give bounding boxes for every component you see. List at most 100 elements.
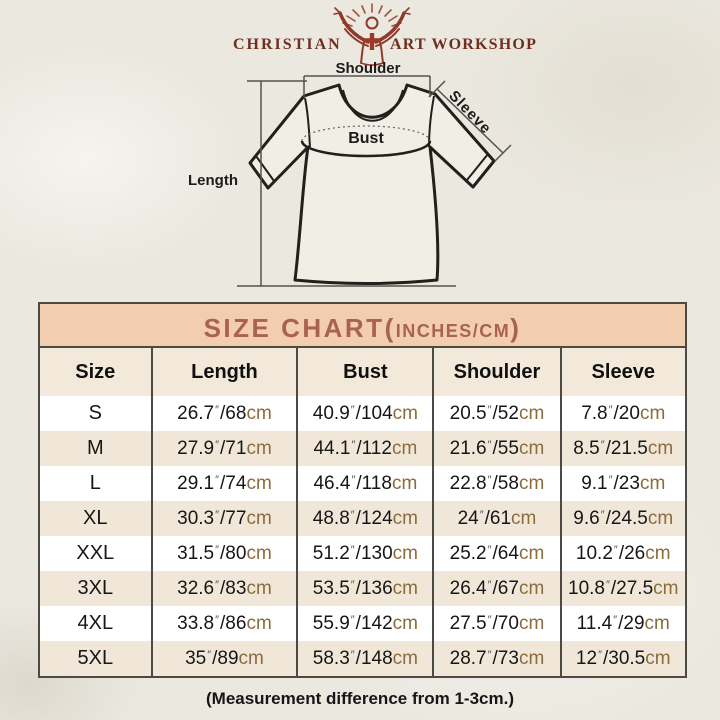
measurement-cell: 31.5″/80cm [150, 536, 298, 571]
measurement-cell: 32.6″/83cm [150, 571, 298, 606]
measurement-value: 9.1 [581, 472, 608, 494]
column-header-bust: Bust [296, 348, 434, 396]
measurement-value: /20 [613, 402, 640, 424]
measurement-value: 27.9 [177, 437, 215, 459]
size-chart: SIZE CHART( INCHES/CM ) Size Length Bust Sh… [38, 302, 687, 678]
size-cell: XXL [40, 536, 152, 571]
measurement-cell: 26.7″/68cm [150, 396, 298, 431]
measurement-value: /52 [492, 402, 519, 424]
measurement-value: /67 [492, 577, 519, 599]
measurement-value: /86 [220, 612, 247, 634]
measurement-value: /27.5 [610, 577, 654, 599]
measurement-value: 24 [457, 507, 479, 529]
measurement-cell: 12″/30.5cm [559, 641, 685, 676]
measurement-cell: 44.1″/112cm [296, 431, 434, 466]
inch-mark: ″ [215, 403, 220, 416]
inch-mark: ″ [215, 613, 220, 626]
cm-unit: cm [246, 577, 272, 599]
cm-unit: cm [511, 507, 537, 529]
measurement-value: 8.5 [573, 437, 600, 459]
cm-unit: cm [391, 437, 418, 459]
table-header-row: Size Length Bust Shoulder Sleeve [40, 348, 685, 396]
inch-mark: ″ [613, 613, 618, 626]
brand-logo-figure [333, 3, 411, 66]
measurement-value: /83 [220, 577, 247, 599]
bust-measure-label: Bust [348, 130, 384, 147]
measurement-value: /21.5 [605, 437, 648, 459]
table-row: L 29.1″/74cm 46.4″/118cm 22.8″/58cm 9.1″/23c… [40, 466, 685, 501]
measurement-value: 31.5 [177, 542, 215, 564]
table-row: XXL 31.5″/80cm 51.2″/130cm 25.2″/64cm 10.2″/… [40, 536, 685, 571]
measurement-value: /23 [613, 472, 640, 494]
inch-mark: ″ [215, 578, 220, 591]
cm-unit: cm [518, 542, 545, 564]
table-row: 4XL 33.8″/86cm 55.9″/142cm 27.5″/70cm 11.4″/… [40, 606, 685, 641]
measurement-value: 10.2 [575, 542, 613, 564]
measurement-value: 30.3 [177, 507, 215, 529]
inch-mark: ″ [487, 438, 492, 451]
measurement-value: 32.6 [177, 577, 215, 599]
cm-unit: cm [246, 472, 272, 494]
measurement-value: /24.5 [605, 507, 648, 529]
bust-ellipse-bottom [300, 140, 432, 158]
measurement-cell: 58.3″/148cm [296, 641, 434, 676]
cm-unit: cm [518, 472, 545, 494]
measurement-value: /71 [220, 437, 247, 459]
measurement-cell: 30.3″/77cm [150, 501, 298, 536]
measurement-value: 12 [575, 647, 598, 669]
collar-inner-line [342, 89, 404, 122]
size-chart-title-text: SIZE CHART( [203, 313, 396, 343]
cm-unit: cm [246, 507, 272, 529]
table-row: S 26.7″/68cm 40.9″/104cm 20.5″/52cm 7.8″/20c… [40, 396, 685, 431]
measurement-value: 22.8 [449, 472, 487, 494]
measurement-value: 9.6 [573, 507, 600, 529]
measurement-value: /148 [355, 647, 393, 669]
cm-unit: cm [518, 437, 545, 459]
measurement-value: 58.3 [312, 647, 350, 669]
size-cell: 4XL [40, 606, 152, 641]
inch-mark: ″ [351, 473, 356, 486]
inch-mark: ″ [350, 613, 355, 626]
measurement-value: 44.1 [313, 437, 351, 459]
inch-mark: ″ [600, 438, 605, 451]
cm-unit: cm [647, 437, 674, 459]
cm-unit: cm [639, 472, 666, 494]
measurement-cell: 29.1″/74cm [150, 466, 298, 501]
inch-mark: ″ [487, 403, 492, 416]
inch-mark: ″ [487, 578, 492, 591]
column-header-shoulder: Shoulder [432, 348, 561, 396]
size-chart-title: SIZE CHART( INCHES/CM ) [40, 304, 685, 348]
sleeve-measure-line [428, 80, 512, 162]
cm-unit: cm [392, 542, 418, 564]
cm-unit: cm [518, 402, 545, 424]
measurement-cell: 7.8″/20cm [559, 396, 685, 431]
measurement-cell: 35″/89cm [150, 641, 298, 676]
measurement-value: /26 [618, 542, 646, 564]
measurement-value: /80 [220, 542, 247, 564]
cm-unit: cm [647, 507, 674, 529]
tshirt-outline [248, 83, 496, 285]
inch-mark: ″ [487, 543, 492, 556]
measurement-cell: 40.9″/104cm [296, 396, 434, 431]
inch-mark: ″ [487, 473, 492, 486]
measurement-cell: 22.8″/58cm [432, 466, 561, 501]
measurement-value: 20.5 [449, 402, 487, 424]
table-row: M 27.9″/71cm 44.1″/112cm 21.6″/55cm 8.5″/21.… [40, 431, 685, 466]
measurement-cell: 10.8″/27.5cm [559, 571, 685, 606]
inch-mark: ″ [487, 648, 492, 661]
inch-mark: ″ [350, 648, 355, 661]
size-chart-title-close: ) [510, 313, 522, 343]
inch-mark: ″ [215, 438, 220, 451]
cm-unit: cm [246, 542, 272, 564]
inch-mark: ″ [351, 438, 356, 451]
size-table: Size Length Bust Shoulder Sleeve S 26.7″/68cm… [40, 348, 685, 676]
measurement-value: 26.4 [449, 577, 487, 599]
measurement-value: /70 [492, 612, 519, 634]
bust-ellipse-top [301, 125, 431, 142]
cuff-band-left [255, 155, 275, 182]
measurement-value: /104 [355, 402, 393, 424]
cm-unit: cm [639, 402, 666, 424]
measurement-value: 26.7 [177, 402, 215, 424]
cm-unit: cm [392, 577, 418, 599]
